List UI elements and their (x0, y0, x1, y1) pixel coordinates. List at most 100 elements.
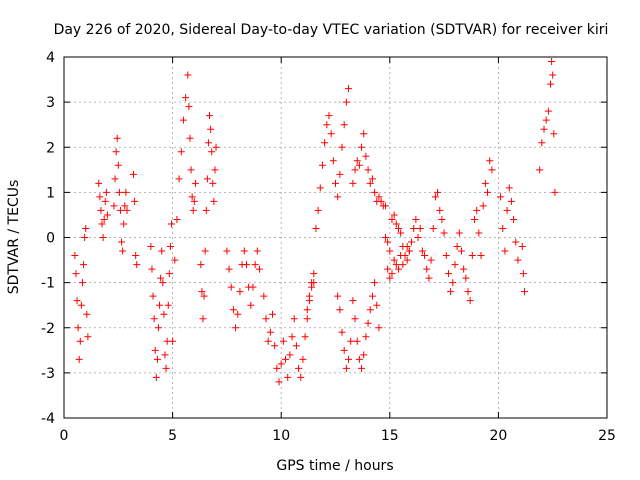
data-point (240, 247, 248, 255)
data-point (548, 58, 556, 66)
data-point (421, 252, 429, 260)
data-point (514, 256, 522, 264)
data-point (158, 247, 166, 255)
data-point (164, 301, 172, 309)
data-point (375, 193, 383, 201)
data-point (471, 215, 479, 223)
data-point (353, 337, 361, 345)
data-point (366, 179, 374, 187)
data-point (100, 215, 108, 223)
data-point (184, 71, 192, 79)
data-point (209, 179, 217, 187)
data-point (429, 224, 437, 232)
data-point (547, 80, 555, 88)
data-point (211, 166, 219, 174)
data-point (318, 161, 326, 169)
data-point (397, 229, 405, 237)
data-point (229, 306, 237, 314)
data-point (462, 274, 470, 282)
data-point (449, 279, 457, 287)
data-point (150, 315, 158, 323)
data-point (340, 121, 348, 129)
data-point (394, 224, 402, 232)
data-point (364, 166, 372, 174)
data-point (161, 351, 169, 359)
data-point (362, 152, 370, 160)
data-point (501, 247, 509, 255)
data-point (77, 301, 85, 309)
data-point (168, 220, 176, 228)
data-point (95, 179, 103, 187)
data-point (401, 252, 409, 260)
data-point (264, 337, 272, 345)
data-point (366, 306, 374, 314)
data-point (277, 360, 285, 368)
data-point (484, 188, 492, 196)
data-point (290, 315, 298, 323)
data-point (540, 125, 548, 133)
data-point (338, 143, 346, 151)
data-point (551, 188, 559, 196)
data-point (253, 247, 261, 255)
data-point (403, 256, 411, 264)
data-point (303, 306, 311, 314)
data-point (204, 139, 212, 147)
data-point (349, 297, 357, 305)
data-point (232, 324, 240, 332)
data-point (295, 364, 303, 372)
x-axis: 0 5 10 15 20 25 (60, 57, 616, 444)
data-point (405, 247, 413, 255)
data-point (97, 206, 105, 214)
data-point (288, 333, 296, 341)
data-point (358, 143, 366, 151)
data-point (162, 364, 170, 372)
data-point (345, 85, 353, 93)
data-point (282, 355, 290, 363)
data-point (377, 197, 385, 205)
data-point (440, 229, 448, 237)
data-point (384, 265, 392, 273)
data-point (394, 265, 402, 273)
data-point (438, 215, 446, 223)
x-tick-label: 10 (272, 428, 290, 444)
data-point (175, 175, 183, 183)
data-point (334, 193, 342, 201)
data-point (157, 274, 165, 282)
data-point (75, 355, 83, 363)
data-point (223, 247, 231, 255)
data-point (151, 346, 159, 354)
data-point (206, 112, 214, 120)
data-point (416, 224, 424, 232)
y-tick-label: -3 (41, 366, 55, 382)
data-point (299, 355, 307, 363)
data-point (345, 355, 353, 363)
data-point (212, 143, 220, 151)
data-point (251, 261, 259, 269)
data-point (101, 197, 109, 205)
data-point (455, 229, 463, 237)
data-point (334, 292, 342, 300)
x-tick-label: 25 (598, 428, 616, 444)
data-point (149, 292, 157, 300)
data-point (166, 243, 174, 251)
data-point (118, 238, 126, 246)
data-point (177, 148, 185, 156)
data-point (74, 324, 82, 332)
data-point (111, 175, 119, 183)
data-point (336, 306, 344, 314)
data-point (453, 243, 461, 251)
data-point (279, 337, 287, 345)
data-point (114, 161, 122, 169)
data-point (103, 211, 111, 219)
data-point (368, 175, 376, 183)
data-point (234, 310, 242, 318)
data-point (148, 265, 156, 273)
y-tick-label: 1 (46, 185, 55, 201)
data-point (408, 238, 416, 246)
data-point (399, 261, 407, 269)
data-point (332, 179, 339, 187)
data-point (388, 270, 396, 278)
data-point (132, 252, 140, 260)
y-tick-label: 4 (46, 50, 55, 66)
